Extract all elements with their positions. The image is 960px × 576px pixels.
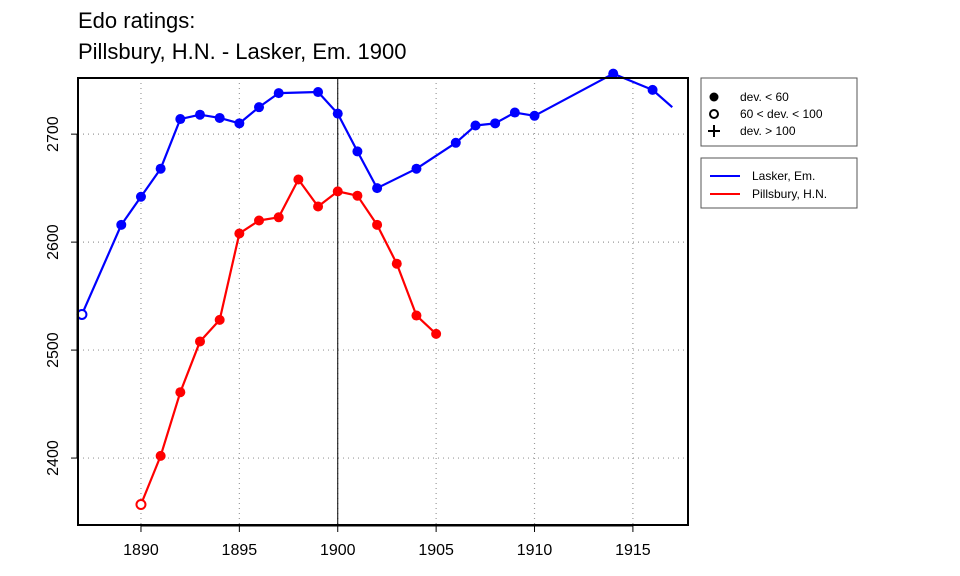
data-point xyxy=(647,84,658,95)
data-point xyxy=(411,163,422,174)
y-tick-label: 2400 xyxy=(45,440,62,476)
data-point xyxy=(431,328,442,339)
x-tick-label: 1900 xyxy=(320,542,356,559)
marker-legend: dev. < 60 60 < dev. < 100 dev. > 100 xyxy=(700,77,858,147)
data-point xyxy=(529,110,540,121)
data-point xyxy=(195,109,205,120)
plot-frame xyxy=(77,77,689,526)
data-point xyxy=(391,258,402,269)
data-point xyxy=(254,215,265,226)
legend-open-marker xyxy=(709,109,719,119)
data-point xyxy=(234,228,245,239)
y-tick-label: 2600 xyxy=(45,224,62,260)
grid-lines xyxy=(78,78,688,525)
series-line-0 xyxy=(80,72,673,315)
marker-legend-label: dev. < 60 xyxy=(740,90,789,104)
x-tick-label: 1910 xyxy=(517,542,553,559)
series-legend: Lasker, Em. Pillsbury, H.N. xyxy=(700,157,858,209)
legend-filled-marker xyxy=(709,92,719,102)
data-point xyxy=(273,212,284,223)
y-axis: 2400 2500 2600 2700 xyxy=(45,116,78,476)
data-point xyxy=(155,163,166,174)
series-legend-label: Pillsbury, H.N. xyxy=(752,187,827,201)
data-point xyxy=(313,201,324,212)
data-point xyxy=(608,68,619,79)
data-point xyxy=(352,190,363,201)
data-point xyxy=(372,219,383,230)
series-legend-label: Lasker, Em. xyxy=(752,169,815,183)
x-axis: 1890 1895 1900 1905 1910 1915 xyxy=(123,525,651,559)
data-point xyxy=(135,191,146,202)
data-point xyxy=(470,120,481,131)
series-legend-box xyxy=(700,157,858,209)
x-tick-label: 1895 xyxy=(222,542,258,559)
y-tick-label: 2700 xyxy=(45,116,62,152)
data-point xyxy=(411,310,422,321)
data-point xyxy=(254,102,265,113)
marker-legend-label: 60 < dev. < 100 xyxy=(740,107,823,121)
data-point xyxy=(273,88,284,99)
x-tick-label: 1915 xyxy=(615,542,651,559)
data-point xyxy=(116,219,127,230)
y-tick-label: 2500 xyxy=(45,332,62,368)
data-point xyxy=(352,146,363,157)
data-point xyxy=(195,336,205,347)
data-point xyxy=(234,118,245,129)
data-point xyxy=(332,186,343,197)
marker-legend-label: dev. > 100 xyxy=(740,124,796,138)
data-point xyxy=(214,112,225,123)
x-tick-label: 1890 xyxy=(123,542,159,559)
chart-title-line-2: Pillsbury, H.N. - Lasker, Em. 1900 xyxy=(78,39,407,64)
data-point xyxy=(293,174,304,185)
data-point xyxy=(332,108,343,119)
data-point xyxy=(135,498,147,510)
data-point xyxy=(490,118,501,129)
data-point xyxy=(175,114,186,125)
marker-legend-box xyxy=(700,77,858,147)
x-tick-label: 1905 xyxy=(418,542,454,559)
data-point xyxy=(313,87,324,98)
data-point xyxy=(155,450,166,461)
series-group xyxy=(76,68,673,510)
data-point xyxy=(214,314,225,325)
series-line-1 xyxy=(139,178,437,505)
chart-title-line-1: Edo ratings: xyxy=(78,8,196,33)
data-point xyxy=(450,137,461,148)
data-point xyxy=(175,387,186,398)
data-point xyxy=(372,183,383,194)
data-point xyxy=(509,107,520,118)
